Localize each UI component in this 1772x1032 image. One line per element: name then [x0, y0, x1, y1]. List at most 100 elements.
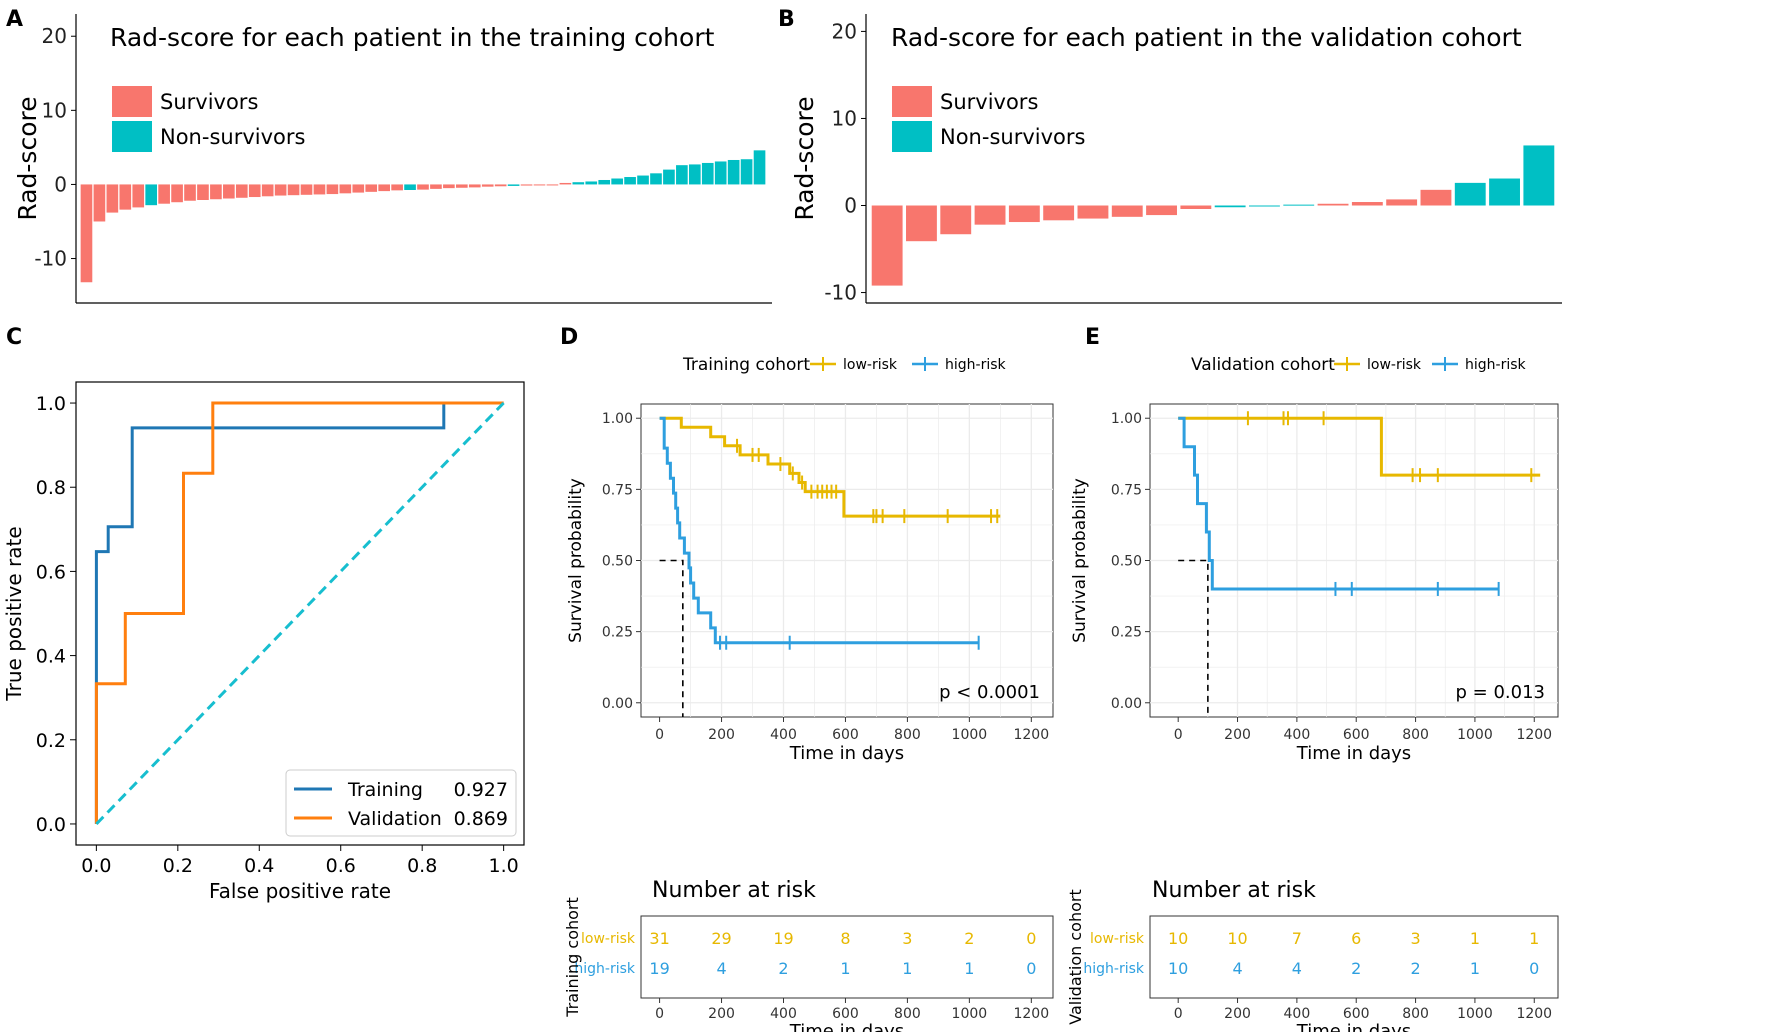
bar — [468, 184, 481, 188]
bar — [235, 184, 248, 198]
y-tick-label: -10 — [824, 281, 857, 305]
x-axis-label: Time in days — [1296, 743, 1411, 764]
risk-count: 8 — [840, 929, 850, 948]
bar — [248, 184, 261, 198]
risk-count: 0 — [1026, 929, 1036, 948]
bar — [93, 184, 106, 222]
y-axis-label: Rad-score — [790, 96, 819, 220]
bar — [1420, 189, 1452, 206]
bar — [1008, 205, 1040, 223]
risk-x-tick-label: 1200 — [1013, 1006, 1049, 1022]
legend-box — [285, 769, 517, 837]
x-tick-label: 200 — [708, 727, 735, 743]
risk-count: 2 — [778, 959, 788, 978]
bar — [714, 161, 727, 185]
bar — [1283, 204, 1315, 206]
bar — [378, 184, 390, 192]
bar — [559, 182, 572, 185]
risk-count: 2 — [1351, 959, 1361, 978]
x-tick-label: 800 — [894, 727, 921, 743]
bar — [740, 159, 753, 185]
bar — [210, 184, 222, 200]
y-tick-label: 0.2 — [36, 730, 66, 752]
bar — [313, 184, 326, 195]
survival-curve-high-risk — [659, 416, 979, 645]
x-tick-label: 0.6 — [326, 855, 356, 877]
panel-label-c: C — [6, 325, 22, 350]
bar — [1489, 178, 1520, 206]
risk-table-frame — [1149, 915, 1559, 999]
bar — [132, 184, 145, 208]
roc-line-validation — [94, 401, 504, 824]
risk-count: 3 — [1410, 929, 1420, 948]
legend-swatch-survivors — [892, 86, 932, 117]
legend-label-high-risk: high-risk — [945, 357, 1007, 373]
y-tick-label: 20 — [42, 24, 67, 48]
risk-count: 4 — [1232, 959, 1242, 978]
legend-swatch-survivors — [112, 86, 152, 117]
x-tick-label: 1200 — [1516, 727, 1552, 743]
risk-count: 0 — [1026, 959, 1036, 978]
legend-swatch-non-survivors — [112, 121, 152, 152]
y-tick-label: 0.75 — [1111, 482, 1142, 498]
bar — [624, 177, 636, 185]
bar — [871, 205, 903, 286]
risk-x-tick-label: 200 — [1224, 1006, 1251, 1022]
y-tick-label: 10 — [42, 98, 67, 122]
risk-count: 4 — [1292, 959, 1302, 978]
bar — [261, 184, 274, 197]
risk-x-axis-label: Time in days — [1296, 1021, 1411, 1032]
risk-count: 6 — [1351, 929, 1361, 948]
bar — [494, 184, 507, 187]
x-tick-label: 0.0 — [81, 855, 111, 877]
bar — [430, 184, 442, 189]
y-tick-label: -10 — [34, 247, 67, 271]
bar — [1214, 205, 1246, 208]
bar — [287, 184, 300, 196]
bar — [171, 184, 183, 203]
panel-c: 0.0 0.2 0.4 0.6 0.8 1.0 0.0 0.2 0.4 0.6 0.8 1.0 Fals… — [2, 381, 525, 903]
risk-count: 3 — [902, 929, 912, 948]
x-tick-label: 600 — [832, 727, 859, 743]
legend-auc-validation: 0.869 — [454, 808, 508, 830]
bar — [481, 184, 494, 187]
risk-x-tick-label: 800 — [1402, 1006, 1429, 1022]
bar — [1077, 205, 1109, 219]
y-tick-label: 20 — [832, 19, 857, 43]
bar — [300, 184, 313, 195]
y-tick-label: 0 — [844, 194, 857, 218]
bar — [546, 184, 559, 186]
risk-count: 2 — [1410, 959, 1420, 978]
panel-label-b: B — [778, 7, 795, 32]
risk-table-frame — [640, 915, 1054, 999]
risk-count: 1 — [964, 959, 974, 978]
legend-label-validation: Validation — [348, 808, 442, 830]
bar — [663, 169, 675, 185]
bar — [145, 184, 158, 206]
legend-label-high-risk: high-risk — [1465, 357, 1527, 373]
bar — [119, 184, 132, 210]
risk-x-tick-label: 400 — [1284, 1006, 1311, 1022]
y-tick-label: 10 — [832, 106, 857, 130]
bar — [572, 182, 585, 185]
y-tick-label: 0.25 — [1111, 625, 1142, 641]
risk-table-title: Number at risk — [652, 878, 816, 903]
y-axis-label: True positive rate — [2, 526, 26, 701]
chart-title: Rad-score for each patient in the valida… — [891, 23, 1522, 52]
y-tick-label: 0.50 — [1111, 554, 1142, 570]
bar — [456, 184, 468, 188]
x-axis-label: Time in days — [789, 743, 904, 764]
bar — [520, 184, 533, 186]
risk-count: 1 — [902, 959, 912, 978]
bar — [391, 184, 403, 191]
bar — [676, 165, 688, 185]
risk-x-tick-label: 200 — [708, 1006, 735, 1022]
risk-count: 1 — [1470, 959, 1480, 978]
survival-curve-low-risk — [1178, 416, 1541, 477]
y-tick-label: 0.4 — [36, 646, 66, 668]
risk-count: 1 — [1470, 929, 1480, 948]
risk-count: 10 — [1168, 959, 1188, 978]
bar — [650, 173, 662, 185]
bar — [158, 184, 170, 204]
